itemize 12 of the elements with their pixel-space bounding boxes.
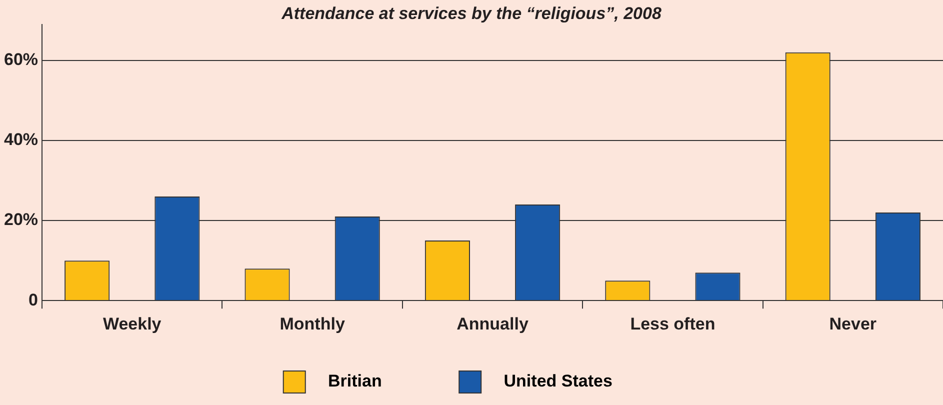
chart-title: Attendance at services by the “religious”, 2008 [280,4,662,23]
x-tick-label: Monthly [280,314,346,334]
x-tick-label: Annually [456,314,529,334]
y-tick-label: 20% [4,210,38,230]
x-tick-label: Less often [630,314,716,334]
y-tick-label: 60% [4,50,38,70]
legend-label: United States [490,372,660,391]
x-tick-label: Never [829,314,877,334]
x-tick-label: Weekly [102,314,162,334]
legend-label: Britian [314,372,430,391]
y-tick-label: 0 [28,290,38,310]
y-tick-label: 40% [4,130,38,150]
